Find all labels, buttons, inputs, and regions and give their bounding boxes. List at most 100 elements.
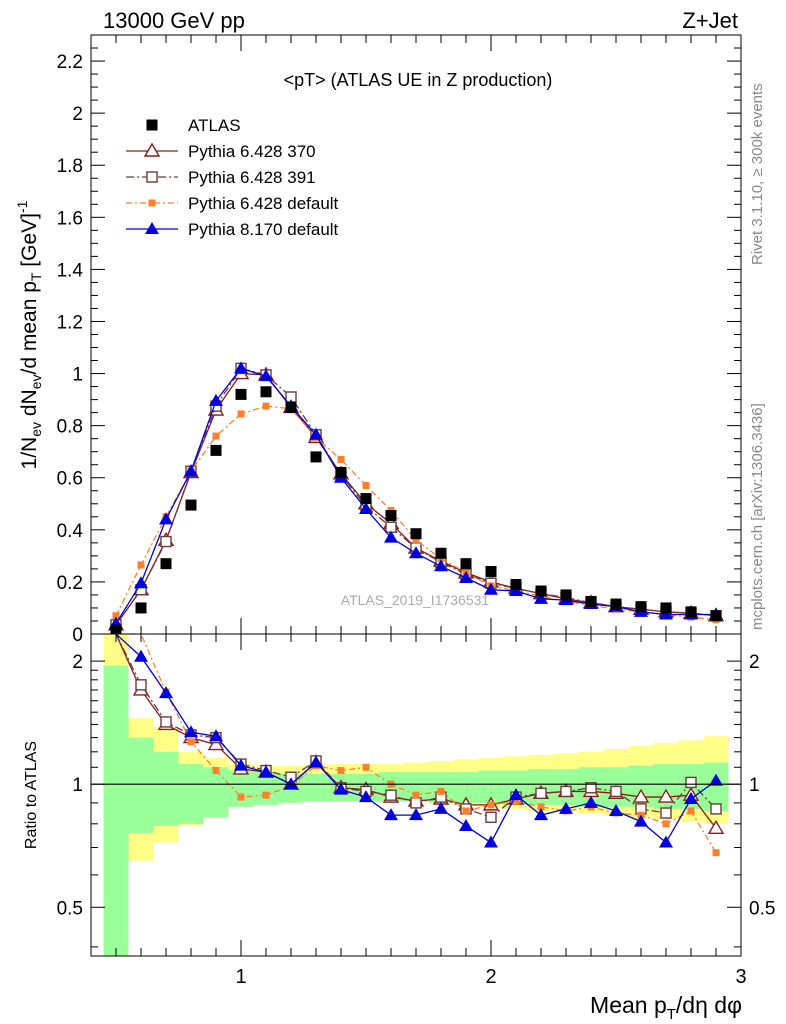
data-point <box>409 546 423 559</box>
legend-label: Pythia 8.170 default <box>188 220 339 239</box>
ratio-series-pythia-6-428-default <box>116 633 720 857</box>
ratio-point <box>660 807 672 819</box>
data-point <box>285 401 297 413</box>
series-line-pythia-8-170-default <box>115 367 716 624</box>
data-point <box>160 558 172 570</box>
data-point <box>385 510 397 522</box>
data-point <box>659 607 673 620</box>
x-tick-label: 1 <box>235 966 246 988</box>
data-point <box>660 602 672 614</box>
legend-marker <box>146 171 158 183</box>
ratio-point <box>184 725 198 738</box>
ratio-point <box>484 835 498 848</box>
ratio-y-tick-label-right: 2 <box>749 652 760 673</box>
data-point <box>610 598 622 610</box>
data-point <box>360 493 372 505</box>
ratio-panel: 1 2 3 0.5 0.5 1 1 2 2 <box>57 633 775 988</box>
series-pythia-6-428-370 <box>107 365 725 631</box>
legend-entry-atlas: ATLAS <box>146 116 241 135</box>
legend-marker <box>148 199 156 207</box>
ratio-point <box>159 686 173 699</box>
ratio-point <box>434 801 448 814</box>
ratio-point <box>512 797 520 805</box>
ratio-point <box>409 808 423 821</box>
ratio-point <box>585 782 597 794</box>
y-tick-label: 1.2 <box>57 312 83 333</box>
ratio-point <box>687 807 695 815</box>
collision-label: 13000 GeV pp <box>103 8 245 33</box>
data-point <box>185 499 197 511</box>
ratio-point <box>657 788 675 803</box>
ratio-y-tick-label: 0.5 <box>57 898 83 919</box>
ratio-point <box>537 803 545 811</box>
y-tick-label: 0.4 <box>57 521 84 542</box>
legend-entry-pythia-6-428-370: Pythia 6.428 370 <box>126 142 316 161</box>
data-point <box>560 589 572 601</box>
ratio-point <box>662 820 670 828</box>
ratio-point <box>560 785 572 798</box>
ratio-point <box>237 793 245 801</box>
legend-entry-pythia-6-428-391: Pythia 6.428 391 <box>126 168 316 187</box>
ratio-y-tick-label-right: 0.5 <box>749 898 775 919</box>
ratio-axis-layer: 1 2 3 0.5 0.5 1 1 2 2 <box>57 634 775 988</box>
ratio-point <box>234 758 248 771</box>
data-point <box>209 393 223 406</box>
ratio-point <box>659 835 673 848</box>
y-tick-label: 2 <box>72 104 83 125</box>
ratio-point <box>337 767 345 775</box>
ratio-point <box>362 763 370 771</box>
data-point <box>135 602 147 614</box>
data-point <box>134 576 148 589</box>
data-point <box>435 547 447 559</box>
ratio-point <box>707 819 725 835</box>
rivet-version-label: Rivet 3.1.10, ≥ 300k events <box>749 83 766 265</box>
ratio-point <box>462 807 470 815</box>
ratio-point <box>685 776 697 789</box>
ratio-point <box>684 791 698 804</box>
ratio-point <box>412 791 420 799</box>
legend-label: Pythia 6.428 default <box>188 194 339 213</box>
ratio-y-tick-label: 2 <box>72 652 83 673</box>
data-point <box>485 565 497 577</box>
data-point <box>710 610 722 622</box>
data-point <box>410 528 422 540</box>
ratio-point <box>610 785 622 798</box>
y-tick-label: 2.2 <box>57 52 83 73</box>
data-point <box>685 606 697 618</box>
ratio-point <box>410 797 422 809</box>
y-tick-label: 1.4 <box>57 260 84 281</box>
legend-entry-pythia-8-170-default: Pythia 8.170 default <box>126 220 339 239</box>
data-point <box>335 467 347 479</box>
y-tick-label: 0.2 <box>57 573 83 594</box>
data-point <box>509 584 523 597</box>
series-line-pythia-6-428-391 <box>115 367 717 626</box>
y-tick-label: 0.6 <box>57 469 83 490</box>
data-point <box>434 559 448 572</box>
ratio-point <box>710 803 722 815</box>
data-point <box>309 427 323 440</box>
data-point <box>310 451 322 463</box>
series-line-pythia-6-428-370 <box>115 372 717 626</box>
analysis-watermark: ATLAS_2019_I1736531 <box>341 592 490 608</box>
data-point <box>534 591 548 604</box>
main-axis-layer: 0 0.2 0.4 0.6 0.8 1 1.2 1.4 1.6 1.8 2 2.2 <box>57 35 742 646</box>
ratio-series-pythia-8-170-default <box>115 633 723 848</box>
y-tick-label: 1 <box>72 365 83 386</box>
legend-marker <box>146 119 158 131</box>
ratio-point <box>584 795 598 808</box>
ratio-point <box>709 773 723 786</box>
chart-title: <pT> (ATLAS UE in Z production) <box>284 70 553 90</box>
data-point <box>412 536 420 544</box>
legend-entry-pythia-6-428-default: Pythia 6.428 default <box>126 194 339 213</box>
ratio-point <box>212 767 220 775</box>
legend-label: ATLAS <box>188 116 241 135</box>
legend-marker <box>143 142 161 157</box>
series-line-pythia-6-428-default <box>115 405 717 621</box>
mcplots-label: mcplots.cern.ch [arXiv:1306.3436] <box>749 403 766 630</box>
x-tick-label: 2 <box>485 966 496 988</box>
data-point <box>459 571 473 584</box>
ratio-point <box>385 789 397 801</box>
data-point <box>384 530 398 543</box>
ratio-point <box>559 801 573 814</box>
ratio-point <box>634 814 648 827</box>
